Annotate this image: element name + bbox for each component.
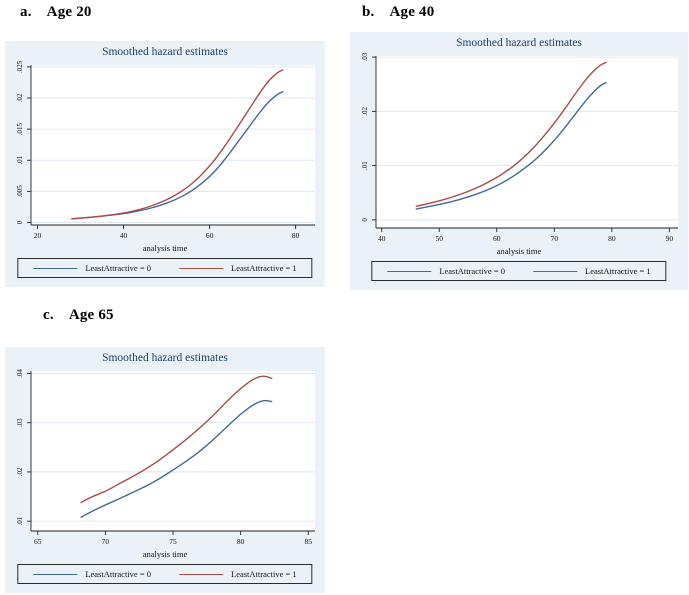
legend-item: LeastAttractive = 0 (387, 266, 505, 276)
y-tick-label: 0 (16, 220, 24, 224)
legend-label: LeastAttractive = 0 (85, 263, 151, 273)
legend-line-sample-red (179, 573, 223, 575)
hazard-curve-least-attractive-0 (80, 399, 273, 518)
legend-item: LeastAttractive = 1 (533, 266, 651, 276)
plot-region (376, 56, 678, 228)
figure-c-heading-label: c. (43, 307, 54, 323)
plot-area: 0 .005 .01 .015 .02 .025 20 40 60 80 (16, 61, 315, 240)
legend-label: LeastAttractive = 0 (85, 569, 151, 579)
x-tick-label: 80 (237, 537, 245, 546)
y-tick-label: .02 (16, 93, 24, 102)
legend-item: LeastAttractive = 0 (33, 569, 151, 579)
chart-title: Smoothed hazard estimates (102, 352, 228, 364)
legend-line-sample-blue (33, 573, 78, 575)
plot-region (31, 371, 315, 531)
x-tick-label: 90 (666, 234, 674, 243)
x-tick-label: 70 (551, 234, 559, 243)
y-tick-label: .03 (361, 52, 369, 61)
x-tick-label: 80 (608, 234, 616, 243)
figure-b-heading: b. Age 40 (362, 4, 434, 21)
legend-item: LeastAttractive = 0 (33, 263, 151, 273)
figure-a-heading-label: a. (20, 4, 32, 20)
chart-panel-age-40: Smoothed hazard estimates 0 .01 .02 .03 40 50… (350, 32, 688, 290)
plot-area: .01 .02 .03 .04 65 70 75 80 85 (16, 369, 315, 546)
legend-line-sample-red (533, 270, 577, 272)
legend-label: LeastAttractive = 1 (585, 266, 651, 276)
y-tick-label: .01 (361, 161, 369, 170)
x-tick-label: 60 (206, 231, 214, 240)
x-tick-label: 40 (120, 231, 128, 240)
x-tick-label: 20 (34, 231, 42, 240)
x-tick-label: 50 (436, 234, 444, 243)
figure-a-heading-title: Age 20 (46, 4, 92, 20)
y-tick-label: .005 (16, 185, 24, 198)
x-tick-label: 80 (292, 231, 300, 240)
y-tick-label: .01 (16, 516, 24, 525)
x-axis-title: analysis time (496, 246, 542, 256)
hazard-curve-least-attractive-1 (71, 69, 284, 220)
chart-title: Smoothed hazard estimates (456, 37, 582, 49)
legend-item: LeastAttractive = 1 (179, 569, 297, 579)
legend: LeastAttractive = 0 LeastAttractive = 1 (17, 258, 313, 278)
figure-c-heading-title: Age 65 (68, 307, 114, 323)
y-tick-label: .04 (16, 369, 24, 378)
legend: LeastAttractive = 0 LeastAttractive = 1 (371, 261, 667, 281)
legend-label: LeastAttractive = 1 (231, 569, 297, 579)
y-tick-label: .015 (16, 122, 24, 135)
chart-panel-age-65: Smoothed hazard estimates .01 .02 .03 .04 65… (5, 347, 325, 593)
chart-title: Smoothed hazard estimates (102, 46, 228, 58)
x-axis-title: analysis time (142, 243, 188, 253)
figure-a-heading: a. Age 20 (20, 4, 92, 21)
x-tick-label: 60 (493, 234, 501, 243)
x-tick-label: 75 (169, 537, 177, 546)
plot-area: 0 .01 .02 .03 40 50 60 70 80 90 (361, 52, 678, 243)
hazard-curve-least-attractive-1 (415, 61, 607, 207)
plot-region (31, 65, 315, 225)
x-tick-label: 40 (378, 234, 386, 243)
figure-b-heading-title: Age 40 (389, 4, 435, 20)
hazard-curve-least-attractive-1 (80, 375, 273, 504)
y-tick-label: 0 (361, 218, 369, 222)
legend: LeastAttractive = 0 LeastAttractive = 1 (17, 564, 313, 584)
x-axis-title: analysis time (142, 549, 188, 559)
figure-c-heading: c. Age 65 (43, 307, 114, 324)
y-tick-label: .02 (16, 467, 24, 476)
x-tick-label: 70 (102, 537, 110, 546)
x-tick-label: 65 (34, 537, 42, 546)
y-tick-label: .025 (16, 61, 24, 73)
y-tick-label: .02 (361, 106, 369, 115)
y-tick-label: .01 (16, 155, 24, 164)
chart-panel-age-20: Smoothed hazard estimates 0 .005 .01 .015 .0… (5, 41, 325, 287)
legend-label: LeastAttractive = 1 (231, 263, 297, 273)
y-tick-label: .03 (16, 418, 24, 427)
x-tick-label: 85 (304, 537, 312, 546)
legend-label: LeastAttractive = 0 (439, 266, 505, 276)
figure-b-heading-label: b. (362, 4, 375, 20)
legend-line-sample-blue (387, 270, 432, 272)
hazard-curve-least-attractive-0 (415, 81, 607, 210)
legend-line-sample-blue (33, 267, 78, 269)
legend-item: LeastAttractive = 1 (179, 263, 297, 273)
legend-line-sample-red (179, 267, 223, 269)
